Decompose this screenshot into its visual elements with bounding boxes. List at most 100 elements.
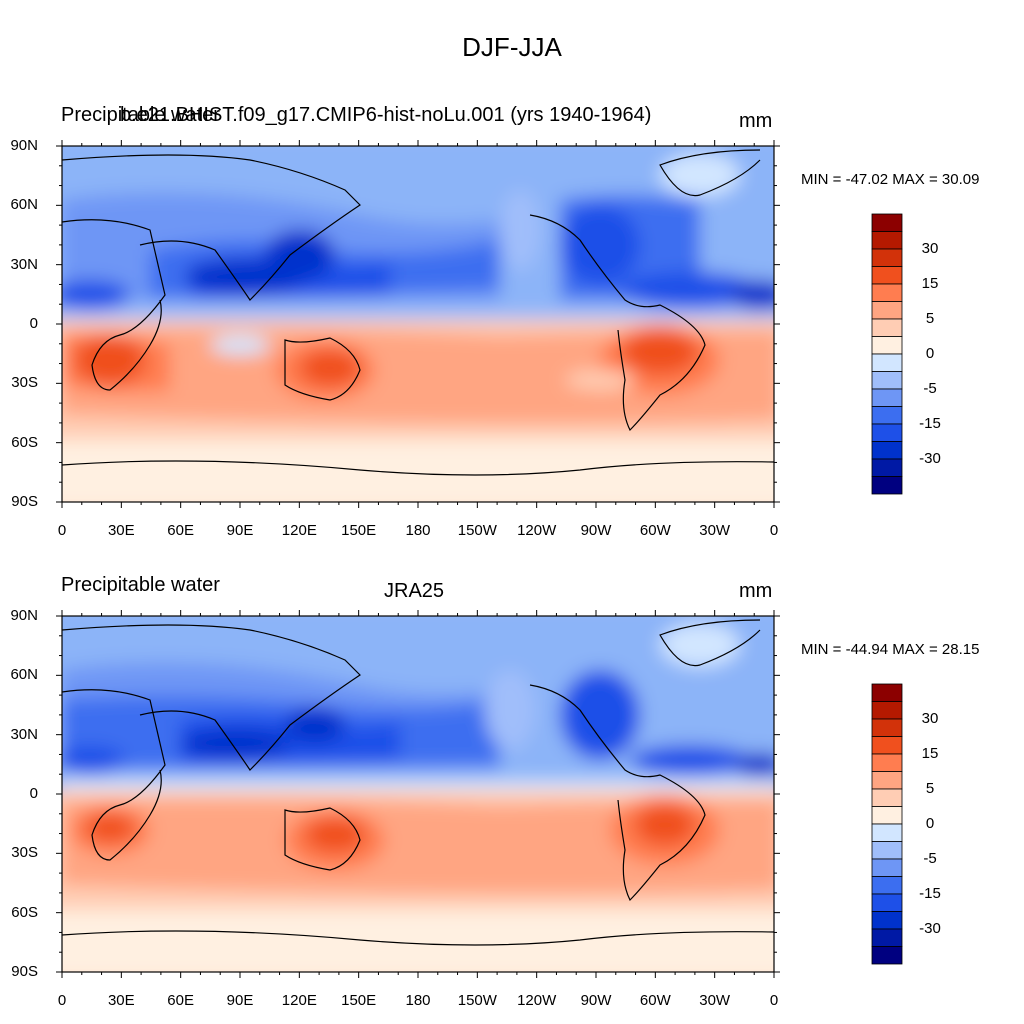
panel2-lon-tick-label: 150E (341, 992, 377, 1009)
panel2-lat-tick-label: 90N (10, 607, 38, 624)
panel1-lon-tick-label: 60W (639, 522, 671, 539)
figure-title: DJF-JJA (462, 32, 562, 62)
colorbar-box (871, 823, 903, 842)
panel2-lon-tick-label: 60E (167, 992, 194, 1009)
colorbar-box (871, 231, 903, 250)
colorbar-box (871, 753, 903, 772)
colorbar-box (871, 788, 903, 807)
panel1-lat-tick-label: 30S (11, 374, 38, 392)
panel2-lon-tick-label: 120W (517, 992, 557, 1009)
panel1-lon-tick-label: 120W (517, 522, 557, 539)
colorbar-box (871, 893, 903, 912)
panel1-colorbar (871, 213, 903, 495)
panel1-colorbar-label: 5 (925, 310, 935, 327)
panel1-left-label: Precipitable water (61, 104, 220, 126)
panel1-center-label: b.e21.BHIST.f09_g17.CMIP6-hist-noLu.001 … (120, 104, 652, 126)
colorbar-box (871, 301, 903, 320)
panel2-lat-tick-label: 90S (11, 963, 38, 980)
panel2-lon-tick-label: 120E (281, 992, 317, 1009)
colorbar-box (871, 318, 903, 337)
colorbar-box (871, 736, 903, 755)
panel1-map (62, 146, 774, 502)
panel2-colorbar-label: 15 (921, 745, 939, 762)
colorbar-box (871, 213, 903, 232)
panel2-lat-tick-label: 30S (11, 844, 38, 862)
colorbar-box (871, 841, 903, 860)
panel1-lat-tick-label: 60N (10, 196, 38, 214)
colorbar-box (871, 946, 903, 965)
panel1-lon-tick-label: 150E (341, 522, 377, 539)
panel1-lat-tick-label: 0 (29, 315, 38, 332)
panel2-lon-tick-label: 60W (639, 992, 671, 1009)
panel2-lon-tick-label: 150W (457, 992, 497, 1009)
panel1-colorbar-label: 30 (921, 240, 939, 257)
panel2-colorbar-label: 30 (921, 710, 939, 727)
panel1-lon-tick-label: 150W (457, 522, 497, 539)
panel1-lon-tick-label: 0 (57, 522, 67, 539)
colorbar-box (871, 283, 903, 302)
panel2-lon-tick-label: 180 (405, 992, 431, 1009)
colorbar-box (871, 806, 903, 825)
panel2-lat-tick-label: 30N (10, 725, 38, 743)
panel2-map (62, 616, 774, 972)
colorbar-box (871, 876, 903, 895)
colorbar-box (871, 458, 903, 477)
colorbar-box (871, 718, 903, 737)
panel2-lon-tick-label: 30E (107, 992, 135, 1009)
panel1-lat-tick-label: 90N (10, 137, 38, 154)
panel2-minmax: MIN = -44.94 MAX = 28.15 (801, 641, 980, 658)
panel2-lat-tick-label: 60S (11, 903, 38, 921)
panel2-lon-tick-label: 90E (226, 992, 254, 1009)
colorbar-box (871, 771, 903, 790)
colorbar-box (871, 683, 903, 702)
panel1-lon-tick-label: 30E (107, 522, 135, 539)
panel2-center-label: JRA25 (384, 580, 445, 602)
panel1-lon-tick-label: 60E (167, 522, 194, 539)
panel2-lon-tick-label: 0 (57, 992, 67, 1009)
panel2-units-label: mm (739, 580, 773, 602)
panel2-colorbar-label: -15 (919, 885, 941, 902)
panel2-lon-tick-label: 30W (699, 992, 731, 1009)
panel1-lon-tick-label: 180 (405, 522, 431, 539)
colorbar-box (871, 353, 903, 372)
panel2-lat-tick-label: 0 (29, 785, 38, 802)
panel2-colorbar-label: -30 (919, 920, 941, 937)
colorbar-box (871, 423, 903, 442)
colorbar-box (871, 371, 903, 390)
colorbar-box (871, 858, 903, 877)
panel2-colorbar-label: -5 (923, 850, 937, 867)
colorbar-box (871, 266, 903, 285)
panel1-minmax: MIN = -47.02 MAX = 30.09 (801, 171, 980, 188)
panel1-lon-tick-label: 90E (226, 522, 254, 539)
colorbar-box (871, 441, 903, 460)
colorbar-box (871, 248, 903, 267)
panel2-colorbar-label: 0 (925, 815, 935, 832)
colorbar-box (871, 388, 903, 407)
panel2-colorbar-label: 5 (925, 780, 935, 797)
panel1-colorbar-label: -30 (919, 450, 941, 467)
colorbar-box (871, 928, 903, 947)
panel1-colorbar-label: -15 (919, 415, 941, 432)
colorbar-box (871, 701, 903, 720)
colorbar-box (871, 911, 903, 930)
panel2-lon-tick-label: 90W (580, 992, 612, 1009)
colorbar-box (871, 476, 903, 495)
panel2-lon-tick-label: 0 (769, 992, 779, 1009)
panel2-lat-tick-label: 60N (10, 666, 38, 684)
panel1-colorbar-label: 0 (925, 345, 935, 362)
colorbar-box (871, 336, 903, 355)
panel1-lon-tick-label: 30W (699, 522, 731, 539)
colorbar-box (871, 406, 903, 425)
panel1-lat-tick-label: 60S (11, 433, 38, 451)
panel2-left-label: Precipitable water (61, 574, 220, 596)
panel1-lon-tick-label: 90W (580, 522, 612, 539)
panel2-colorbar (871, 683, 903, 965)
panel1-colorbar-label: 15 (921, 275, 939, 292)
panel1-lat-tick-label: 30N (10, 255, 38, 273)
panel1-lon-tick-label: 0 (769, 522, 779, 539)
panel1-units-label: mm (739, 110, 773, 132)
panel1-lat-tick-label: 90S (11, 493, 38, 510)
panel1-colorbar-label: -5 (923, 380, 937, 397)
panel1-lon-tick-label: 120E (281, 522, 317, 539)
